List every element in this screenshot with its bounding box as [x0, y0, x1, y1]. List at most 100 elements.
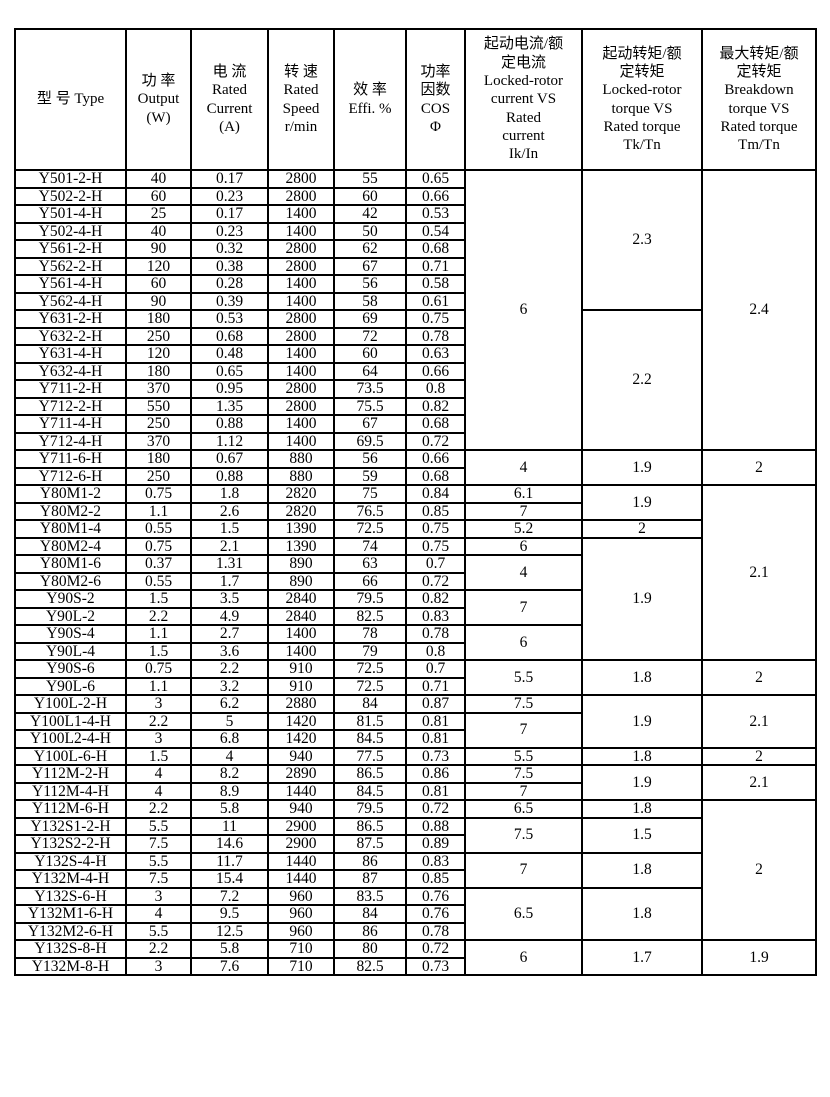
cell-type: Y80M2-6	[14, 571, 127, 591]
cell-speed: 1440	[267, 869, 335, 889]
cell-speed: 1400	[267, 204, 335, 224]
cell-tk_tn: 1.8	[581, 851, 703, 889]
cell-power_factor: 0.72	[405, 431, 466, 451]
cell-current: 14.6	[190, 834, 269, 854]
cell-speed: 2900	[267, 834, 335, 854]
cell-type: Y100L1-4-H	[14, 711, 127, 731]
cell-current: 2.6	[190, 501, 269, 521]
cell-speed: 890	[267, 554, 335, 574]
cell-output: 0.55	[125, 519, 192, 539]
cell-type: Y112M-6-H	[14, 799, 127, 819]
cell-type: Y712-2-H	[14, 396, 127, 416]
header-cell-tk-tn: 起动转矩/额 定转矩 Locked-rotor torque VS Rated …	[581, 28, 703, 171]
cell-ik_in: 6.5	[464, 886, 583, 941]
cell-type: Y632-4-H	[14, 361, 127, 381]
cell-current: 0.28	[190, 274, 269, 294]
cell-speed: 2800	[267, 186, 335, 206]
cell-current: 1.8	[190, 484, 269, 504]
cell-power_factor: 0.8	[405, 641, 466, 661]
table-row: Y132M-8-H 3 7.6 710 82.5 0.73	[14, 956, 816, 976]
table-row: Y632-2-H 250 0.68 2800 72 0.78	[14, 326, 816, 346]
cell-efficiency: 64	[333, 361, 407, 381]
cell-tm_tn: 2.1	[701, 484, 817, 661]
cell-efficiency: 86	[333, 851, 407, 871]
cell-type: Y711-2-H	[14, 379, 127, 399]
cell-tk_tn: 1.9	[581, 764, 703, 801]
table-row: Y100L2-4-H 3 6.8 1420 84.5 0.81	[14, 729, 816, 749]
cell-power_factor: 0.58	[405, 274, 466, 294]
cell-speed: 2880	[267, 694, 335, 714]
cell-speed: 710	[267, 956, 335, 976]
table-row: Y632-4-H 180 0.65 1400 64 0.66	[14, 361, 816, 381]
cell-power_factor: 0.71	[405, 676, 466, 696]
cell-type: Y502-2-H	[14, 186, 127, 206]
cell-ik_in: 6.1	[464, 484, 583, 504]
cell-type: Y132S-6-H	[14, 886, 127, 906]
table-row: Y90S-2 1.5 3.5 2840 79.5 0.82 7	[14, 589, 816, 626]
cell-speed: 2800	[267, 239, 335, 259]
cell-efficiency: 79	[333, 641, 407, 661]
cell-current: 1.12	[190, 431, 269, 451]
cell-output: 40	[125, 169, 192, 189]
cell-ik_in: 7.5	[464, 764, 583, 784]
cell-type: Y112M-4-H	[14, 781, 127, 801]
cell-tm_tn: 2	[701, 659, 817, 696]
cell-tk_tn: 2.2	[581, 309, 703, 451]
cell-ik_in: 7.5	[464, 694, 583, 714]
cell-output: 1.1	[125, 501, 192, 521]
cell-speed: 1390	[267, 536, 335, 556]
table-row: Y132M2-6-H 5.5 12.5 960 86 0.78	[14, 921, 816, 941]
cell-tk_tn: 2.3	[581, 169, 703, 311]
cell-power_factor: 0.78	[405, 326, 466, 346]
cell-output: 2.2	[125, 711, 192, 731]
cell-type: Y80M2-4	[14, 536, 127, 556]
table-row: Y132S1-2-H 5.5 11 2900 86.5 0.88 7.5 1.5	[14, 816, 816, 854]
cell-power_factor: 0.78	[405, 624, 466, 644]
cell-output: 2.2	[125, 799, 192, 819]
cell-type: Y501-2-H	[14, 169, 127, 189]
cell-type: Y562-4-H	[14, 291, 127, 311]
cell-output: 180	[125, 309, 192, 329]
table-row: Y112M-6-H 2.2 5.8 940 79.5 0.72 6.5 1.8 2	[14, 799, 817, 941]
cell-tm_tn: 2	[701, 449, 817, 486]
cell-speed: 2800	[267, 256, 335, 276]
cell-speed: 2840	[267, 606, 335, 626]
cell-output: 1.5	[125, 641, 192, 661]
cell-current: 2.7	[190, 624, 269, 644]
cell-current: 0.48	[190, 344, 269, 364]
cell-power_factor: 0.68	[405, 239, 466, 259]
table-row: Y711-4-H 250 0.88 1400 67 0.68	[14, 414, 816, 434]
cell-efficiency: 56	[333, 274, 407, 294]
cell-type: Y132S-8-H	[14, 939, 127, 959]
cell-efficiency: 67	[333, 414, 407, 434]
cell-output: 250	[125, 326, 192, 346]
cell-efficiency: 69.5	[333, 431, 407, 451]
cell-output: 7.5	[125, 869, 192, 889]
header-cell-rated-speed: 转 速 Rated Speed r/min	[267, 28, 335, 171]
cell-speed: 1400	[267, 431, 335, 451]
cell-efficiency: 72.5	[333, 519, 407, 539]
cell-output: 250	[125, 466, 192, 486]
cell-type: Y561-2-H	[14, 239, 127, 259]
cell-output: 0.37	[125, 554, 192, 574]
cell-current: 0.95	[190, 379, 269, 399]
cell-current: 0.65	[190, 361, 269, 381]
cell-efficiency: 58	[333, 291, 407, 311]
cell-power_factor: 0.8	[405, 379, 466, 399]
cell-efficiency: 59	[333, 466, 407, 486]
cell-power_factor: 0.76	[405, 886, 466, 906]
cell-tm_tn: 2.4	[701, 169, 817, 451]
cell-efficiency: 69	[333, 309, 407, 329]
cell-speed: 960	[267, 886, 335, 906]
cell-type: Y90S-2	[14, 589, 127, 609]
cell-efficiency: 82.5	[333, 606, 407, 626]
cell-current: 2.1	[190, 536, 269, 556]
cell-current: 9.5	[190, 904, 269, 924]
cell-power_factor: 0.7	[405, 659, 466, 679]
cell-speed: 1420	[267, 711, 335, 731]
cell-power_factor: 0.66	[405, 361, 466, 381]
cell-speed: 2800	[267, 309, 335, 329]
cell-power_factor: 0.82	[405, 396, 466, 416]
table-row: Y712-6-H 250 0.88 880 59 0.68	[14, 466, 816, 486]
cell-ik_in: 7	[464, 589, 583, 626]
